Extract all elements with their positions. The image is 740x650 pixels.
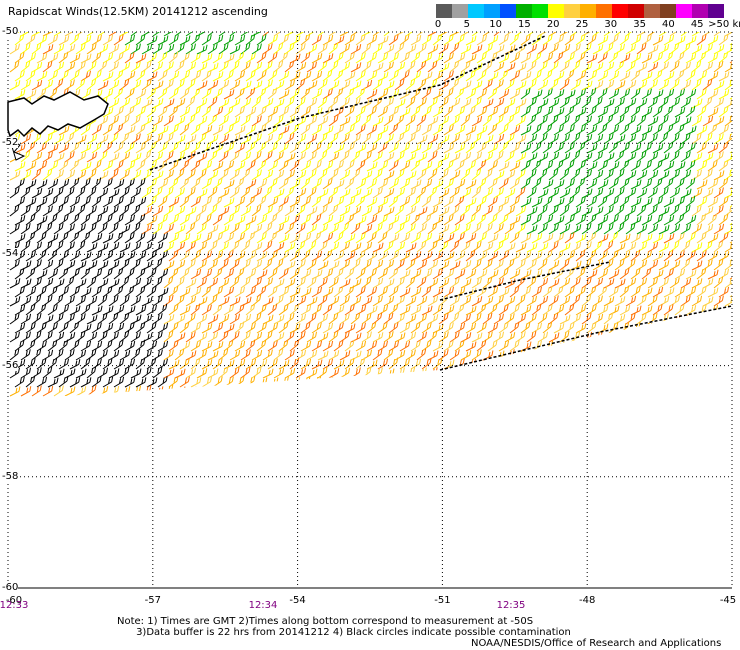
latitude-label: -58 bbox=[2, 470, 19, 482]
colorbar-swatch bbox=[660, 4, 676, 18]
colorbar-label: 45 bbox=[691, 19, 704, 30]
swath-edge-lines bbox=[149, 35, 733, 371]
colorbar-swatch bbox=[564, 4, 580, 18]
colorbar-swatch bbox=[452, 4, 468, 18]
colorbar-swatch bbox=[612, 4, 628, 18]
falkland-islands-coastline bbox=[7, 91, 109, 138]
longitude-label: -51 bbox=[434, 595, 450, 606]
colorbar-swatch bbox=[596, 4, 612, 18]
colorbar-label: 40 bbox=[662, 19, 675, 30]
colorbar-swatch bbox=[436, 4, 452, 18]
colorbar-swatch bbox=[708, 4, 724, 18]
colorbar-swatch bbox=[692, 4, 708, 18]
colorbar-label: 10 bbox=[489, 19, 502, 30]
wind-speed-colorbar bbox=[436, 4, 724, 18]
colorbar-swatch bbox=[580, 4, 596, 18]
colorbar-label: 15 bbox=[518, 19, 531, 30]
colorbar-label: 30 bbox=[604, 19, 617, 30]
colorbar-label: 25 bbox=[576, 19, 589, 30]
longitude-label: -60 bbox=[6, 595, 22, 606]
colorbar-swatch bbox=[532, 4, 548, 18]
credit-text: NOAA/NESDIS/Office of Research and Appli… bbox=[471, 638, 721, 649]
notes-text: Note: 1) Times are GMT 2)Times along bot… bbox=[117, 616, 571, 638]
map-title: Rapidscat Winds(12.5KM) 20141212 ascendi… bbox=[8, 5, 268, 18]
colorbar-swatch bbox=[628, 4, 644, 18]
colorbar-swatch bbox=[548, 4, 564, 18]
colorbar-label: >50 knots bbox=[708, 19, 740, 30]
colorbar-label: 20 bbox=[547, 19, 560, 30]
latitude-label: -52 bbox=[2, 137, 19, 149]
latitude-label: -60 bbox=[2, 582, 19, 593]
colorbar-swatch bbox=[484, 4, 500, 18]
colorbar-swatch bbox=[500, 4, 516, 18]
longitude-label: -45 bbox=[720, 595, 736, 606]
time-label: 12:34 bbox=[249, 600, 278, 611]
latitude-label: -50 bbox=[2, 26, 19, 37]
time-label: 12:35 bbox=[497, 600, 526, 611]
wind-barb-swath bbox=[9, 32, 732, 397]
longitude-label: -54 bbox=[289, 595, 305, 606]
colorbar-swatch bbox=[644, 4, 660, 18]
colorbar-label: 35 bbox=[633, 19, 646, 30]
colorbar-swatch bbox=[516, 4, 532, 18]
latitude-label: -54 bbox=[2, 248, 19, 260]
time-label: 12:33 bbox=[0, 600, 28, 611]
longitude-label: -48 bbox=[579, 595, 595, 606]
colorbar-label: 5 bbox=[464, 19, 470, 30]
colorbar-labels: 0 5 10 15 20 25 30 35 40 45 >50 knots bbox=[435, 19, 740, 31]
colorbar-swatch bbox=[676, 4, 692, 18]
colorbar-swatch bbox=[468, 4, 484, 18]
latitude-label: -56 bbox=[2, 359, 19, 371]
longitude-label: -57 bbox=[145, 595, 161, 606]
colorbar-label: 0 bbox=[435, 19, 441, 30]
